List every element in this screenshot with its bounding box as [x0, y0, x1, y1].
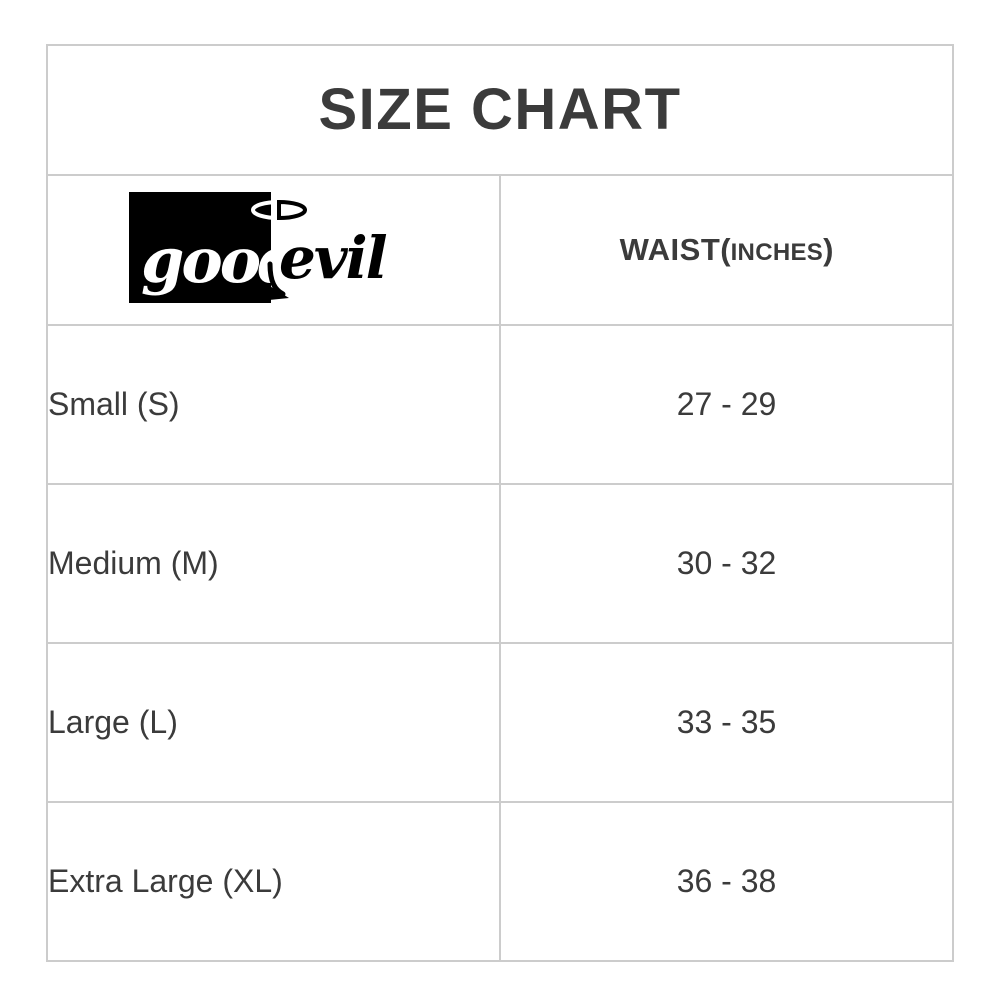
logo-wordmark: good evil [141, 224, 389, 297]
waist-paren-close: ) [823, 232, 834, 267]
devil-tail-icon [259, 261, 289, 300]
header-row: good evil WAIST(INCH [46, 174, 954, 326]
halo-icon [250, 199, 307, 221]
table-row: Small (S) 27 - 29 [46, 324, 954, 485]
waist-header-label: WAIST [619, 232, 721, 267]
waist-cell-large: 33 - 35 [499, 642, 954, 803]
size-cell-medium: Medium (M) [46, 483, 501, 644]
size-label: Medium (M) [48, 545, 219, 581]
size-cell-large: Large (L) [46, 642, 501, 803]
size-label: Extra Large (XL) [48, 863, 283, 899]
goodevil-logo-svg: good evil [128, 192, 389, 303]
size-label: Small (S) [48, 386, 180, 422]
waist-header-unit: INCHES [730, 239, 824, 266]
waist-value: 27 - 29 [676, 386, 777, 422]
logo-black-block [128, 192, 271, 303]
waist-value: 36 - 38 [676, 863, 777, 899]
size-label: Large (L) [48, 704, 178, 740]
waist-header-cell: WAIST(INCHES) [499, 174, 954, 326]
waist-cell-medium: 30 - 32 [499, 483, 954, 644]
waist-paren-open: ( [720, 232, 731, 267]
logo-cell: good evil [46, 174, 501, 326]
title-row: SIZE CHART [46, 44, 954, 176]
size-chart-table: SIZE CHART [46, 44, 954, 962]
size-cell-small: Small (S) [46, 324, 501, 485]
waist-cell-small: 27 - 29 [499, 324, 954, 485]
page-title: SIZE CHART [318, 77, 682, 142]
waist-cell-xlarge: 36 - 38 [499, 801, 954, 962]
table-row: Extra Large (XL) 36 - 38 [46, 801, 954, 962]
title-cell: SIZE CHART [46, 44, 954, 176]
table-row: Large (L) 33 - 35 [46, 642, 954, 803]
table-row: Medium (M) 30 - 32 [46, 483, 954, 644]
waist-value: 33 - 35 [676, 704, 777, 740]
logo-evil-text: evil [279, 224, 387, 292]
goodevil-logo: good evil [128, 190, 419, 310]
size-cell-xlarge: Extra Large (XL) [46, 801, 501, 962]
waist-value: 30 - 32 [676, 545, 777, 581]
